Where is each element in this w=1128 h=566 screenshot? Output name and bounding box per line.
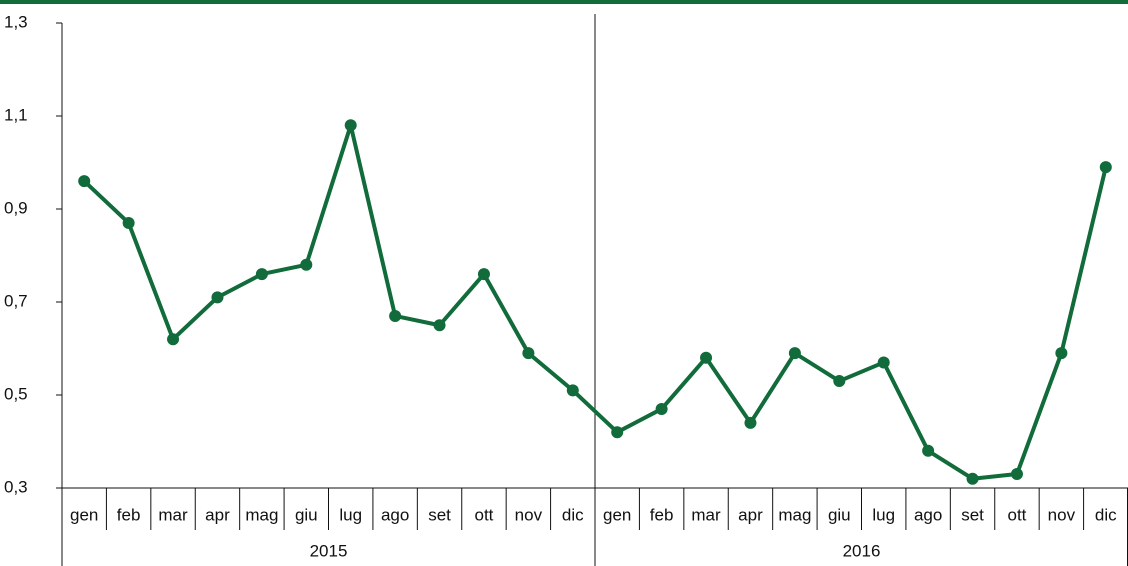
x-tick-label: set — [961, 505, 984, 524]
x-tick-label: mag — [778, 505, 811, 524]
data-point — [255, 268, 268, 281]
data-point — [300, 258, 313, 271]
y-tick-label: 1,3 — [4, 12, 28, 31]
data-point — [477, 268, 490, 281]
x-tick-label: set — [428, 505, 451, 524]
x-tick-label: nov — [1048, 505, 1076, 524]
x-tick-label: dic — [1095, 505, 1117, 524]
data-point — [966, 472, 979, 485]
x-tick-label: mag — [245, 505, 278, 524]
x-tick-label: lug — [872, 505, 895, 524]
data-point — [877, 356, 890, 369]
data-point — [1055, 347, 1068, 360]
group-label: 2016 — [843, 541, 881, 560]
x-tick-label: feb — [650, 505, 674, 524]
data-point — [433, 319, 446, 332]
y-tick-label: 0,5 — [4, 384, 28, 403]
x-tick-label: nov — [515, 505, 543, 524]
data-line — [82, 123, 1108, 481]
data-point — [566, 384, 579, 397]
x-tick-label: feb — [117, 505, 141, 524]
group-label: 2015 — [310, 541, 348, 560]
x-tick-label: ago — [914, 505, 942, 524]
x-tick-label: apr — [205, 505, 230, 524]
x-tick-label: apr — [738, 505, 763, 524]
x-tick-label: mar — [158, 505, 188, 524]
data-point — [1099, 161, 1112, 174]
data-point — [922, 444, 935, 457]
data-point — [522, 347, 535, 360]
data-point — [833, 375, 846, 388]
y-tick-label: 0,3 — [4, 477, 28, 496]
data-point — [655, 402, 668, 415]
y-tick-label: 0,9 — [4, 198, 28, 217]
data-point — [611, 426, 624, 439]
y-tick-label: 0,7 — [4, 291, 28, 310]
data-point — [78, 175, 91, 188]
x-tick-label: ott — [1008, 505, 1027, 524]
data-point — [700, 351, 713, 364]
x-tick-label: dic — [562, 505, 584, 524]
x-tick-label: ago — [381, 505, 409, 524]
x-tick-label: giu — [295, 505, 318, 524]
data-point — [211, 291, 224, 304]
data-point — [744, 416, 757, 429]
x-tick-label: mar — [691, 505, 721, 524]
top-bar — [0, 0, 1128, 4]
x-tick-label: gen — [603, 505, 631, 524]
x-tick-label: giu — [828, 505, 851, 524]
x-tick-label: gen — [70, 505, 98, 524]
x-tick-label: lug — [339, 505, 362, 524]
y-tick-label: 1,1 — [4, 105, 28, 124]
data-point — [122, 216, 135, 229]
data-point — [788, 347, 801, 360]
data-point — [1010, 468, 1023, 481]
data-point — [344, 119, 357, 132]
data-point — [389, 309, 402, 322]
x-tick-label: ott — [475, 505, 494, 524]
data-point — [167, 333, 180, 346]
